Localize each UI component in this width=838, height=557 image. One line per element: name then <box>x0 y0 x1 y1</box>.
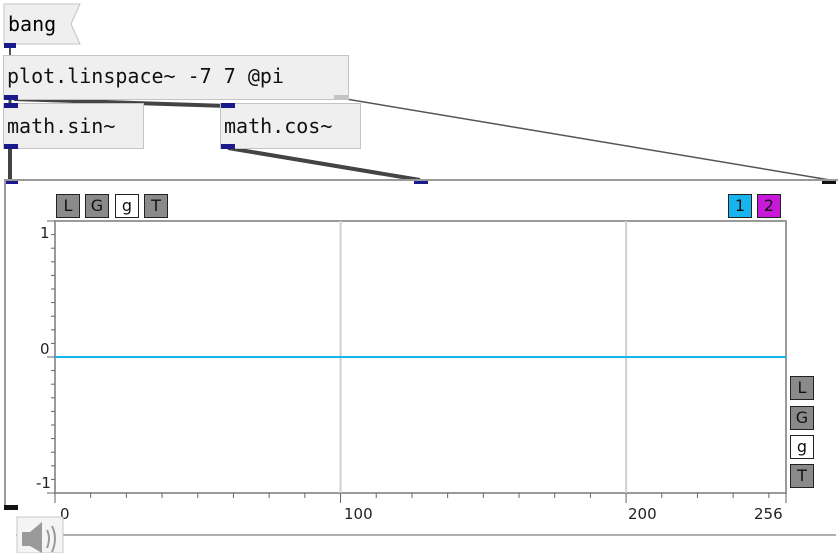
plot-inlet-2[interactable] <box>414 179 428 184</box>
cos-outlet[interactable] <box>221 144 235 149</box>
series-1-button[interactable]: 1 <box>728 194 752 218</box>
toolbar-ticks-button[interactable]: T <box>144 194 168 218</box>
sin-outlet[interactable] <box>4 144 18 149</box>
bottom-divider <box>16 534 836 536</box>
side-log-button[interactable]: L <box>790 376 814 400</box>
side-ticks-button[interactable]: T <box>790 464 814 488</box>
side-grid-button[interactable]: G <box>790 406 814 430</box>
linspace-object[interactable]: plot.linspace~ -7 7 @pi <box>3 55 349 100</box>
linspace-outlet-2[interactable] <box>334 95 348 100</box>
toolbar-grid-button[interactable]: G <box>85 194 109 218</box>
y-tick-label: 0 <box>40 340 50 358</box>
toolbar-g-button[interactable]: g <box>115 194 139 218</box>
y-tick-label: 1 <box>40 224 50 242</box>
x-tick-label: 100 <box>344 505 373 523</box>
x-tick-label: 200 <box>628 505 657 523</box>
sin-object[interactable]: math.sin~ <box>3 103 144 149</box>
cos-object[interactable]: math.cos~ <box>220 103 361 149</box>
side-g-button[interactable]: g <box>790 435 814 459</box>
bang-label: bang <box>8 12 57 36</box>
plot-inlet-3[interactable] <box>822 179 836 184</box>
plot-object[interactable] <box>4 179 838 509</box>
x-tick-label: 256 <box>754 505 783 523</box>
plot-outlet[interactable] <box>4 505 18 510</box>
series-2-button[interactable]: 2 <box>757 194 781 218</box>
bang-outlet[interactable] <box>4 43 16 48</box>
toolbar-log-button[interactable]: L <box>56 194 80 218</box>
cos-inlet[interactable] <box>221 103 235 108</box>
x-tick-label: 0 <box>60 505 70 523</box>
sin-inlet[interactable] <box>4 103 18 108</box>
sin-label: math.sin~ <box>7 114 116 138</box>
linspace-label: plot.linspace~ -7 7 @pi <box>7 64 284 88</box>
linspace-outlet-1[interactable] <box>4 95 18 100</box>
plot-inlet-1[interactable] <box>4 179 18 184</box>
cos-label: math.cos~ <box>224 114 333 138</box>
speaker-icon[interactable] <box>16 516 64 554</box>
y-tick-label: -1 <box>36 474 51 492</box>
bang-message[interactable]: bang <box>3 3 81 45</box>
